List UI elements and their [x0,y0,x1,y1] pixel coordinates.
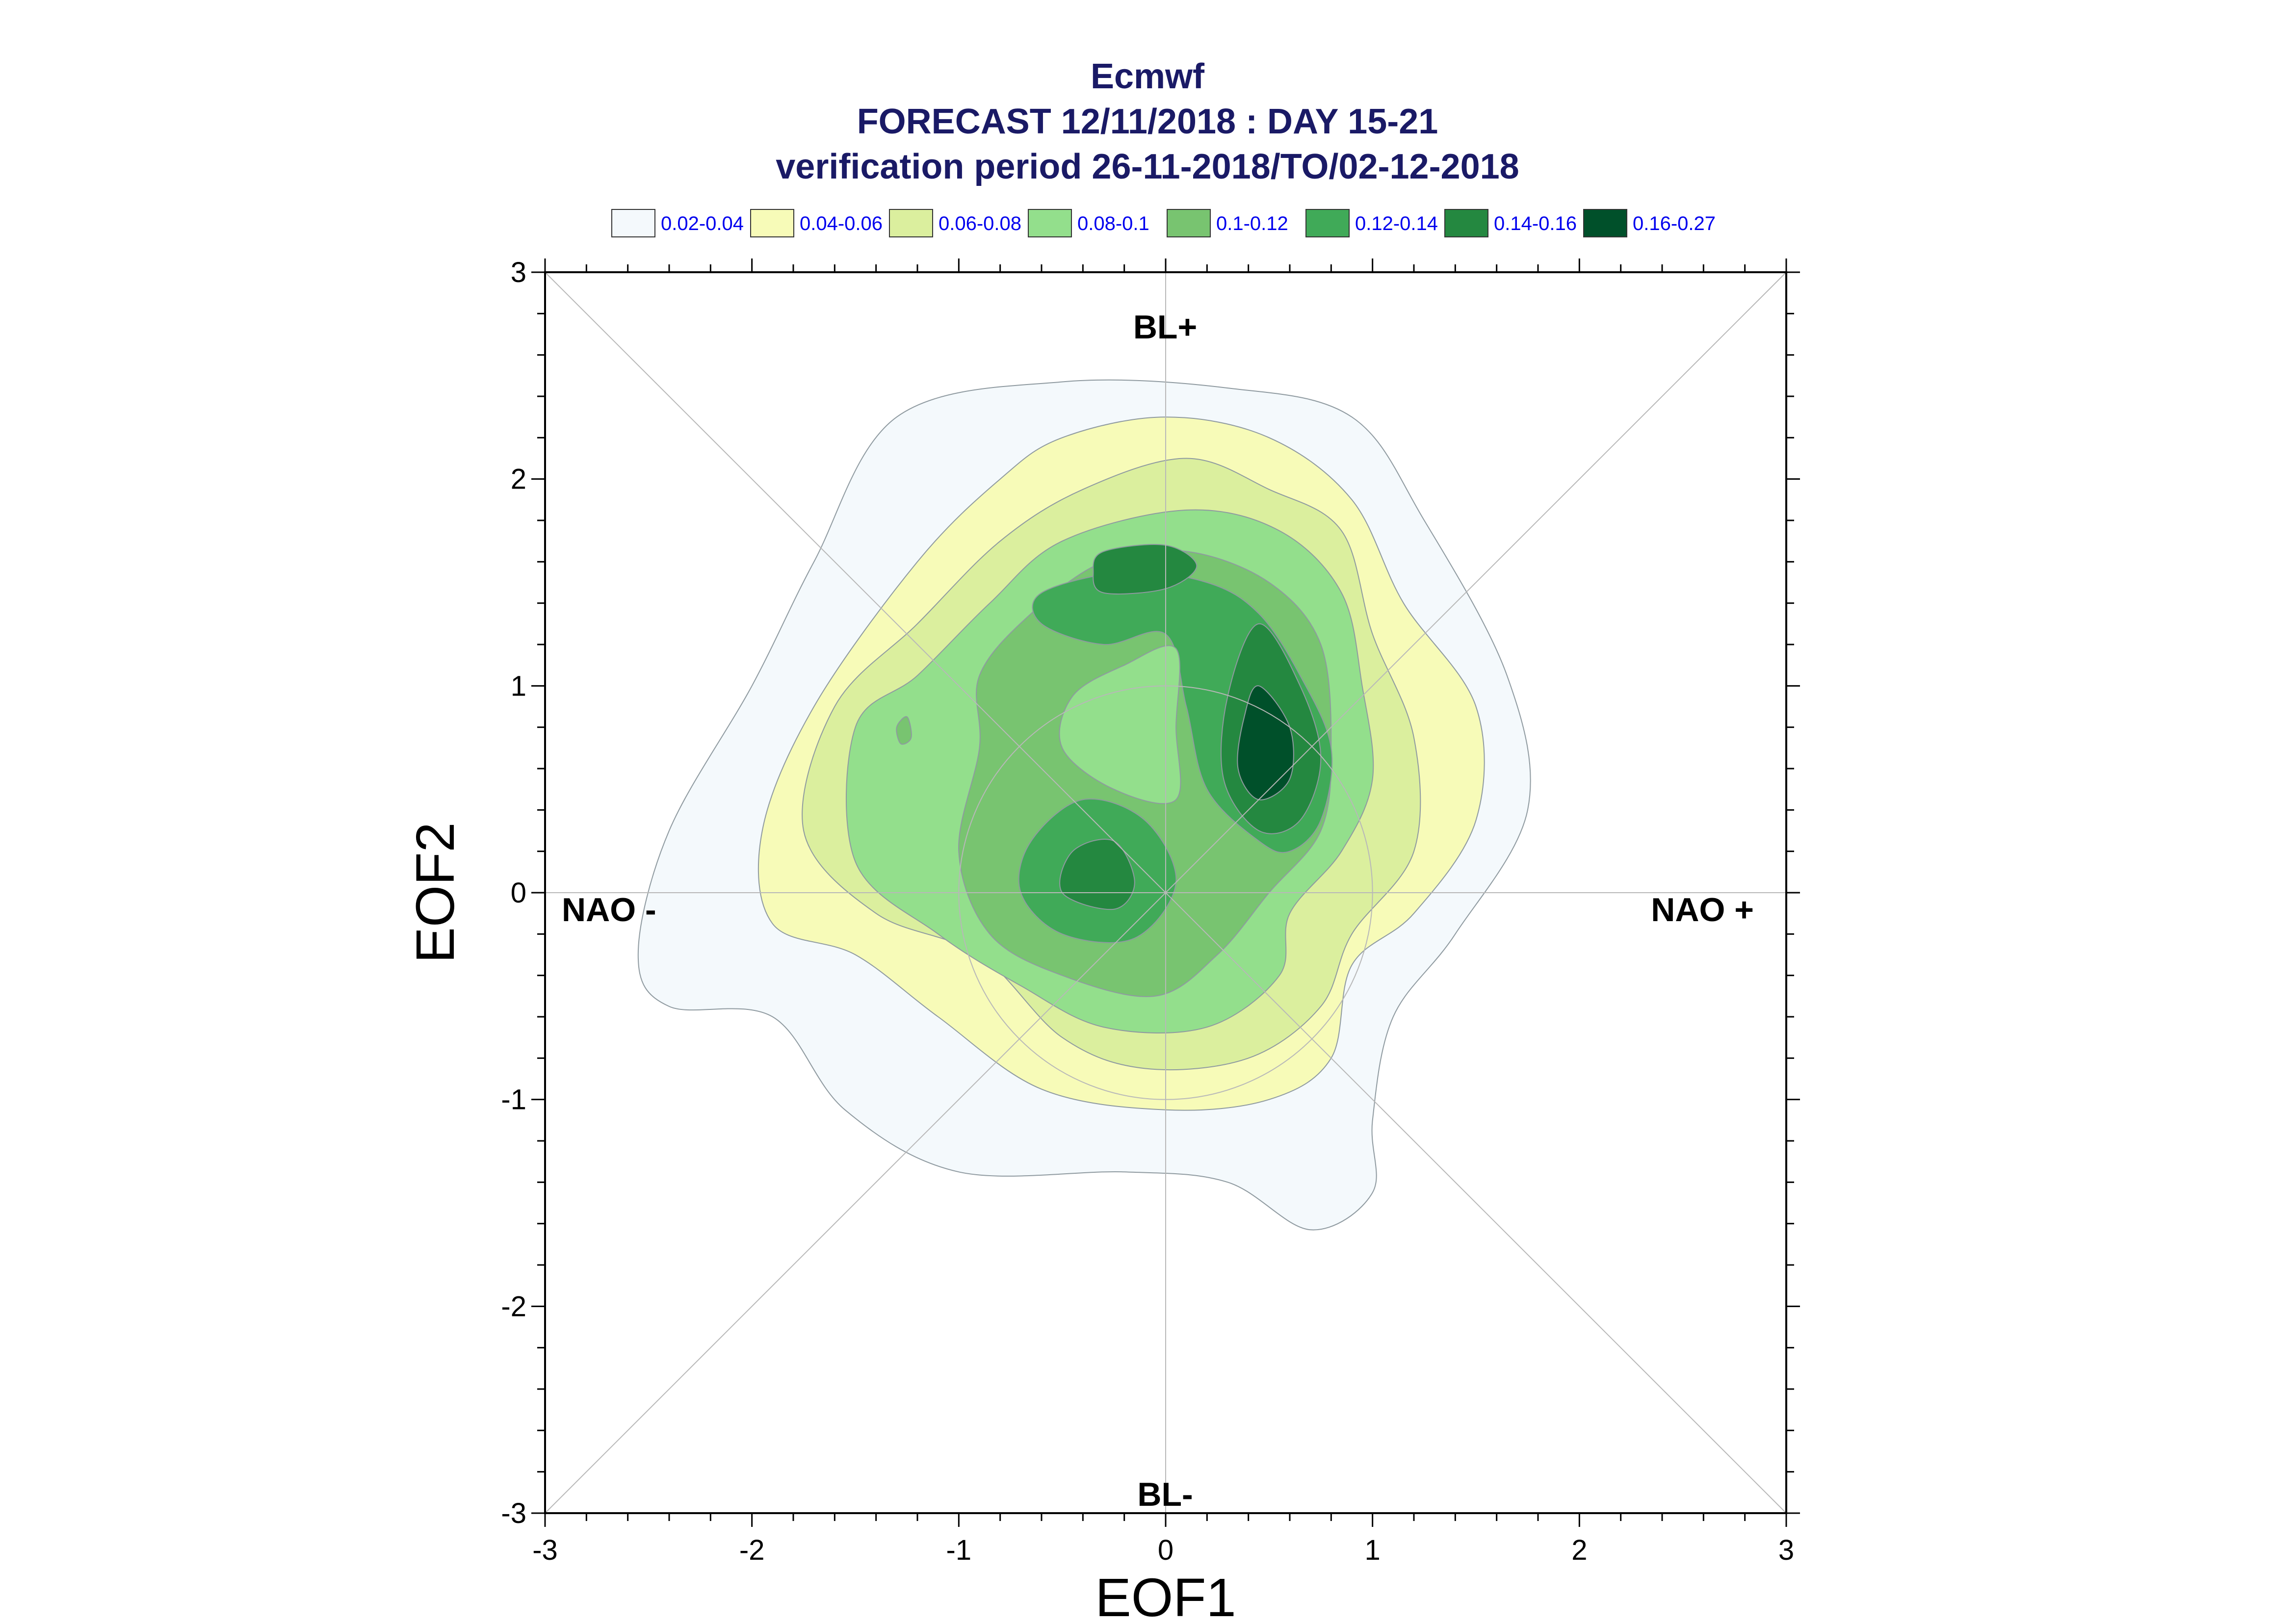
legend-label: 0.14-0.16 [1494,213,1577,234]
plot-grid [545,272,1787,1514]
region-label-bl-plus: BL+ [1133,309,1197,346]
x-tick-label: 0 [1158,1534,1174,1566]
legend-label: 0.06-0.08 [939,213,1021,234]
contour-level-6 [1059,839,1135,910]
legend-swatch [1167,209,1211,237]
regime-labels: BL+ BL- NAO - NAO + [562,309,1754,1513]
region-label-nao-minus: NAO - [562,891,656,928]
title-line-3: verification period 26-11-2018/TO/02-12-… [776,147,1519,186]
x-tick-label: -1 [946,1534,972,1566]
legend: 0.02-0.04 0.04-0.06 0.06-0.08 0.08-0.1 0.1-0… [611,209,1716,237]
chart-titles: Ecmwf FORECAST 12/11/2018 : DAY 15-21 ve… [776,57,1519,186]
x-axis-title: EOF1 [1095,1568,1236,1624]
legend-swatch [1305,209,1350,237]
region-label-nao-plus: NAO + [1651,891,1754,928]
contour-inner-patch [1059,645,1181,804]
legend-swatch [1028,209,1072,237]
legend-swatch [1583,209,1627,237]
legend-label: 0.04-0.06 [800,213,883,234]
y-tick-label: 0 [511,877,526,909]
x-tick-label: 2 [1571,1534,1587,1566]
contour-level-4 [896,716,912,745]
y-tick-label: 3 [511,257,526,288]
legend-swatch [750,209,794,237]
y-tick-label: 1 [511,670,526,702]
region-label-bl-minus: BL- [1137,1476,1193,1513]
x-tick-label: 3 [1778,1534,1794,1566]
x-tick-label: -2 [739,1534,765,1566]
legend-swatch [1444,209,1488,237]
plot-axes: -3 -2 -1 0 1 2 3 3 2 1 0 -1 -2 -3 [501,257,1800,1566]
y-axis-title: EOF2 [405,822,466,963]
x-tick-label: -3 [532,1534,558,1566]
legend-swatch [611,209,655,237]
legend-swatch [889,209,933,237]
x-tick-label: 1 [1365,1534,1381,1566]
legend-label: 0.12-0.14 [1355,213,1438,234]
legend-label: 0.02-0.04 [661,213,744,234]
legend-label: 0.08-0.1 [1077,213,1149,234]
title-line-2: FORECAST 12/11/2018 : DAY 15-21 [857,102,1438,141]
y-tick-label: -1 [501,1084,526,1116]
density-contours [637,379,1531,1231]
legend-label: 0.16-0.27 [1633,213,1716,234]
legend-label: 0.1-0.12 [1216,213,1288,234]
contour-level-6 [1093,544,1198,594]
y-tick-label: -2 [501,1290,526,1322]
y-tick-label: -3 [501,1497,526,1529]
title-line-1: Ecmwf [1091,57,1205,96]
y-tick-label: 2 [511,464,526,495]
grid-circle [958,685,1373,1100]
